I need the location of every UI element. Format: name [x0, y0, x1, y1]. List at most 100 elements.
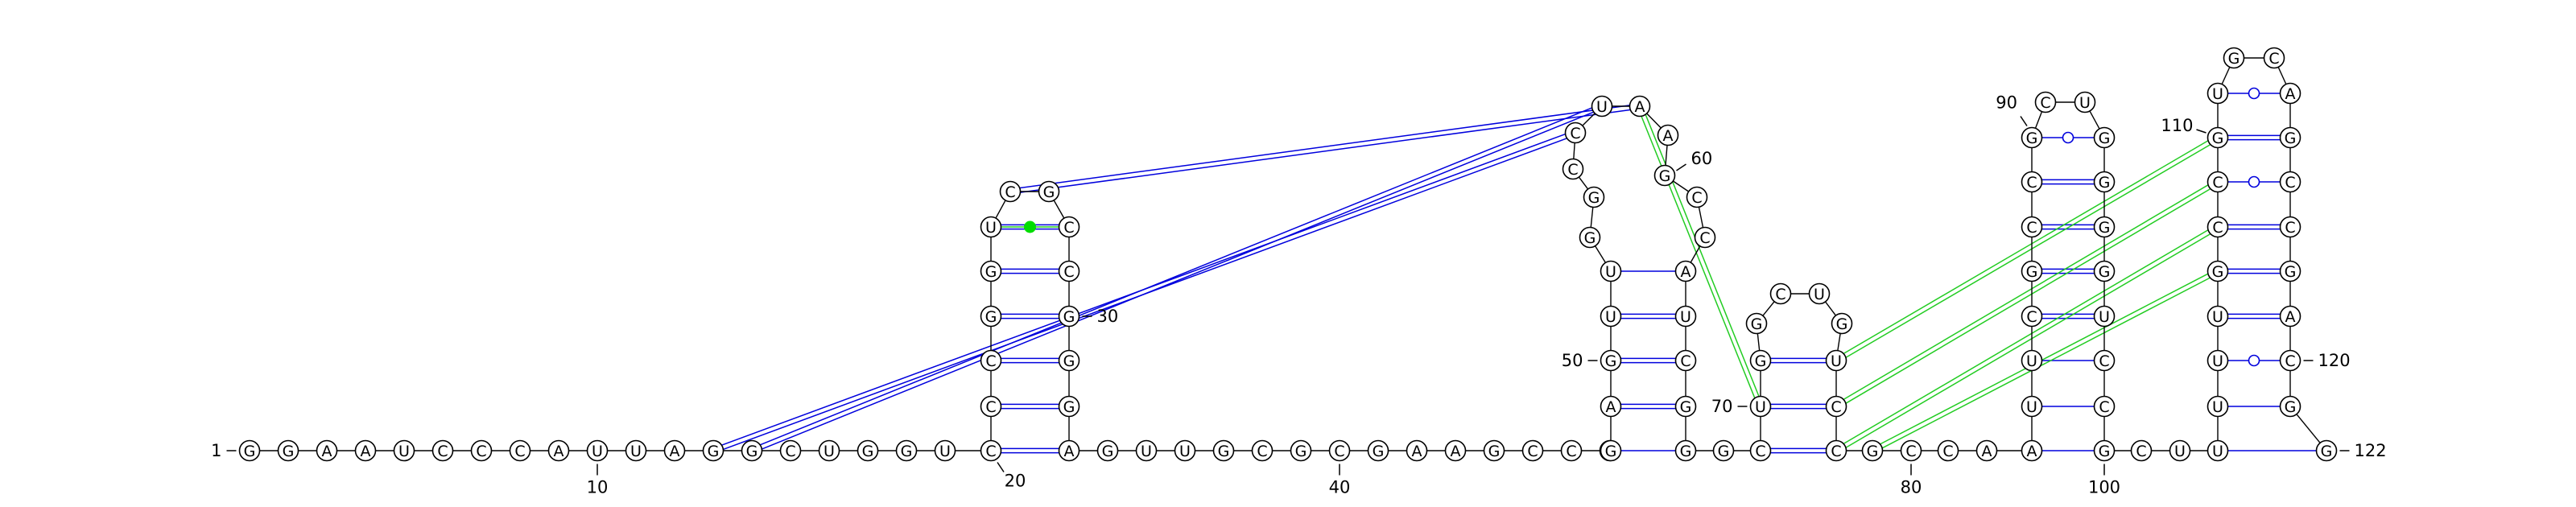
- nucleotide-14: G: [741, 439, 763, 462]
- position-label-60: 60: [1691, 149, 1713, 168]
- nucleotide-2: G: [277, 439, 299, 462]
- nucleotide-11: U: [625, 439, 647, 462]
- nucleotide-circle: [1135, 439, 1158, 462]
- nucleotide-letter: A: [1412, 443, 1422, 460]
- nucleotide-circle: [2279, 305, 2301, 328]
- nucleotide-51: U: [1600, 305, 1622, 328]
- nucleotide-circle: [779, 439, 802, 462]
- nucleotide-letter: G: [985, 263, 997, 281]
- nucleotide-102: U: [2169, 439, 2191, 462]
- pk-green-77-109-line-0: [1845, 188, 2211, 404]
- nucleotide-letter: G: [1718, 443, 1730, 460]
- backbone-90: [2034, 111, 2043, 129]
- nucleotide-circle: [1657, 124, 1679, 146]
- nucleotide-circle: [1521, 439, 1544, 462]
- pair-green-25-28-marker: [1024, 221, 1036, 233]
- nucleotide-letter: U: [2026, 352, 2037, 370]
- pk-blue-26-58-line-1: [1019, 105, 1630, 189]
- nucleotide-92: U: [2074, 91, 2096, 113]
- nucleotide-3: A: [316, 439, 338, 462]
- backbone-58: [1646, 113, 1662, 129]
- nucleotide-21: C: [980, 395, 1002, 418]
- nucleotide-circle: [1749, 439, 1772, 462]
- nucleotide-letter: A: [1982, 443, 1992, 460]
- nucleotide-letter: G: [2026, 263, 2038, 281]
- nucleotide-circle: [1937, 439, 1959, 462]
- backbone-74: [1824, 301, 1837, 316]
- position-label-1: 1: [211, 441, 221, 460]
- backbone-92: [2089, 110, 2100, 130]
- nucleotide-letter: A: [1064, 443, 1075, 460]
- position-tick-90: [2020, 116, 2028, 126]
- nucleotide-36: U: [1174, 439, 1196, 462]
- nucleotide-letter: U: [2212, 443, 2223, 460]
- nucleotide-circle: [1251, 439, 1274, 462]
- nucleotide-93: G: [2093, 126, 2116, 149]
- position-label-10: 10: [587, 478, 609, 497]
- nucleotide-circle: [2021, 439, 2043, 462]
- nucleotide-75: G: [1831, 312, 1853, 335]
- nucleotide-circle: [1674, 305, 1697, 328]
- nucleotide-circle: [1579, 226, 1601, 249]
- nucleotide-letter: G: [1063, 398, 1075, 416]
- nucleotide-letter: G: [2099, 263, 2111, 281]
- nucleotide-91: C: [2034, 91, 2057, 113]
- backbone-121: [2296, 414, 2321, 443]
- nucleotide-54: G: [1583, 186, 1605, 208]
- nucleotide-letter: G: [1218, 443, 1230, 460]
- nucleotide-letter: C: [2285, 352, 2295, 370]
- nucleotide-letter: G: [862, 443, 874, 460]
- nucleotide-34: G: [1096, 439, 1119, 462]
- nucleotide-69: C: [1749, 439, 1772, 462]
- nucleotide-115: G: [2279, 126, 2301, 149]
- nucleotide-78: C: [1825, 439, 1847, 462]
- nucleotide-circle: [2021, 216, 2043, 238]
- backbone-72: [1762, 301, 1775, 316]
- nucleotide-circle: [2169, 439, 2191, 462]
- nucleotide-circle: [1712, 439, 1735, 462]
- nucleotide-letter: C: [1905, 443, 1916, 460]
- nucleotide-circle: [1674, 395, 1697, 418]
- nucleotide-letter: U: [985, 219, 997, 237]
- nucleotide-circle: [1600, 439, 1622, 462]
- nucleotide-66: G: [1674, 395, 1697, 418]
- nucleotide-letter: A: [2027, 443, 2037, 460]
- nucleotide-24: G: [980, 260, 1002, 282]
- nucleotide-letter: C: [985, 352, 996, 370]
- nucleotide-circle: [980, 260, 1002, 282]
- nucleotide-8: C: [509, 439, 531, 462]
- position-label-80: 80: [1901, 478, 1922, 497]
- nucleotide-letter: U: [1814, 286, 1825, 303]
- pk-green-79-107-line-0: [1882, 277, 2211, 449]
- nucleotide-122: G: [2315, 439, 2338, 462]
- nucleotide-circle: [431, 439, 454, 462]
- nucleotide-circle: [1058, 305, 1080, 328]
- nucleotide-circle: [2279, 395, 2301, 418]
- nucleotide-letter: G: [2099, 443, 2111, 460]
- nucleotide-letter: C: [2040, 94, 2050, 112]
- nucleotide-letter: U: [2174, 443, 2186, 460]
- nucleotide-letter: G: [1588, 189, 1600, 207]
- nucleotide-95: G: [2093, 216, 2116, 238]
- nucleotide-letter: U: [824, 443, 835, 460]
- position-label-122: 122: [2355, 441, 2387, 460]
- nucleotide-circle: [1674, 439, 1697, 462]
- position-label-120: 120: [2318, 351, 2351, 370]
- nucleotide-100: G: [2093, 439, 2116, 462]
- nucleotide-circle: [980, 305, 1002, 328]
- backbone-59: [1665, 145, 1668, 166]
- nucleotide-circle: [1564, 122, 1587, 144]
- nucleotide-circle: [2021, 305, 2043, 328]
- nucleotide-circle: [1674, 349, 1697, 372]
- position-tick-20: [997, 462, 1005, 472]
- nucleotide-letter: C: [1831, 443, 1841, 460]
- nucleotide-71: G: [1749, 349, 1772, 372]
- nucleotide-circle: [1825, 349, 1847, 372]
- nucleotide-letter: A: [361, 443, 371, 460]
- nucleotide-letter: C: [514, 443, 525, 460]
- nucleotide-40: C: [1328, 439, 1351, 462]
- nucleotide-circle: [2263, 47, 2285, 69]
- nucleotide-letter: C: [2212, 174, 2223, 192]
- nucleotide-letter: U: [1141, 443, 1152, 460]
